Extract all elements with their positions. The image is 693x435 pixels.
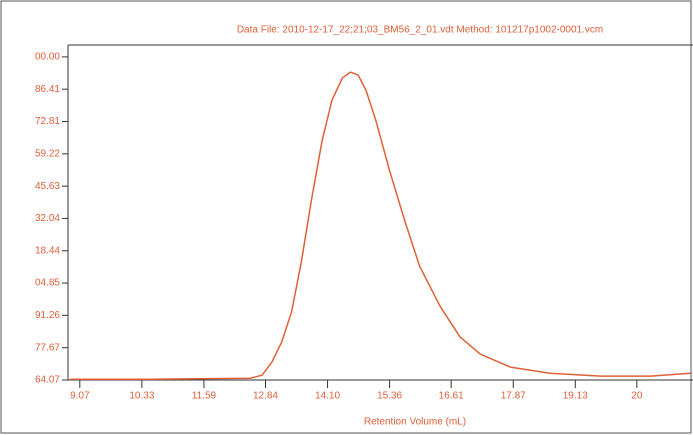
y-tick-label: 91.26	[35, 310, 60, 321]
y-tick-label: 59.22	[35, 148, 60, 159]
x-tick-label: 12.84	[253, 391, 278, 402]
y-tick-label: 04.85	[35, 278, 60, 289]
x-tick-label: 20	[631, 391, 643, 402]
y-tick-label: 45.63	[35, 181, 60, 192]
y-tick-label: 64.07	[35, 375, 60, 386]
x-tick-label: 15.36	[377, 391, 402, 402]
x-tick-label: 9.07	[70, 391, 90, 402]
x-tick-label: 11.59	[192, 391, 217, 402]
y-tick-label: 32.04	[35, 213, 60, 224]
x-tick-label: 16.61	[439, 391, 464, 402]
y-tick-label: 77.67	[35, 342, 60, 353]
y-tick-label: 00.00	[35, 52, 60, 63]
y-tick-label: 18.44	[35, 245, 60, 256]
x-tick-label: 14.10	[315, 391, 340, 402]
chart-title: Data File: 2010-12-17_22;21;03_BM56_2_01…	[237, 25, 603, 36]
x-tick-label: 19.13	[563, 391, 588, 402]
y-tick-label: 72.81	[35, 116, 60, 127]
x-tick-label: 17.87	[501, 391, 526, 402]
x-axis-label: Retention Volume (mL)	[364, 417, 466, 428]
y-tick-label: 86.41	[35, 84, 60, 95]
x-tick-label: 10.33	[129, 391, 154, 402]
line	[69, 71, 691, 380]
